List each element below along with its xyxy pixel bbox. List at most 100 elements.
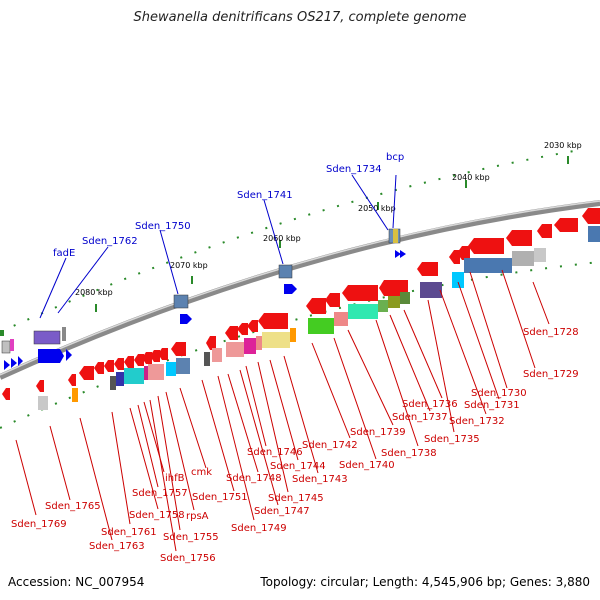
gene-block [38,396,48,410]
gene-label-reverse[interactable]: Sden_1738 [381,448,437,459]
gene-label-forward[interactable]: fadE [53,248,75,259]
gene-label-forward[interactable]: Sden_1762 [82,236,138,247]
gene-label-reverse[interactable]: Sden_1755 [163,532,219,543]
gene-block [400,292,410,304]
gene-arrow [554,218,578,232]
gene-block [464,258,512,273]
gene-block [512,251,534,266]
gene-label-reverse[interactable]: Sden_1744 [270,461,326,472]
gene-arrow [395,250,406,258]
gene-arrow [158,348,168,360]
scale-track-outer [0,149,581,333]
gene-label-reverse[interactable]: ihfB [165,473,185,484]
gene-arrow [38,349,64,363]
gene-block [110,376,116,390]
gene-block [226,342,244,357]
scale-track-inner [0,261,600,429]
gene-arrow [150,350,160,362]
gene-block [290,328,296,342]
gene-arrow [142,352,152,364]
gene-block [144,366,148,380]
gene-arrow [284,284,297,294]
gene-label-reverse[interactable]: Sden_1769 [11,519,67,530]
forward-genes [0,228,406,370]
gene-arrow [134,354,144,366]
forward-labels: bcp Sden_1734 Sden_1741 Sden_1750 Sden_1… [53,152,404,259]
genome-summary-text: Topology: circular; Length: 4,545,906 bp… [260,575,590,589]
gene-label-reverse[interactable]: Sden_1749 [231,523,287,534]
accession-text: Accession: NC_007954 [8,575,145,589]
gene-label-forward[interactable]: Sden_1734 [326,164,382,175]
gene-label-forward[interactable]: Sden_1750 [135,221,191,232]
genome-backbone [0,200,600,380]
gene-arrow [237,323,248,335]
gene-arrow [506,230,532,246]
gene-label-reverse[interactable]: Sden_1730 [471,388,527,399]
gene-label-forward[interactable]: Sden_1741 [237,190,293,201]
gene-block [33,330,61,345]
gene-label-reverse[interactable]: Sden_1732 [449,416,505,427]
gene-block [534,248,546,262]
gene-label-reverse[interactable]: Sden_1739 [350,427,406,438]
gene-arrow [104,360,114,372]
gene-block [176,358,190,374]
gene-block [124,368,144,384]
gene-label-reverse[interactable]: Sden_1743 [292,474,348,485]
gene-block [348,304,378,319]
gene-label-reverse[interactable]: Sden_1756 [160,553,216,564]
gene-block [10,339,14,351]
gene-label-reverse[interactable]: Sden_1758 [129,510,185,521]
gene-arrow [306,298,326,314]
gene-arrow [468,238,504,254]
genome-title: Shewanella denitrificans OS217, complete… [133,10,467,25]
gene-label-reverse[interactable]: Sden_1740 [339,460,395,471]
gene-label-reverse[interactable]: Sden_1763 [89,541,145,552]
gene-arrow [36,380,44,392]
gene-block [244,338,256,354]
gene-arrow [66,349,72,361]
gene-arrow [4,356,23,370]
gene-label-reverse[interactable]: Sden_1735 [424,434,480,445]
gene-block [393,229,398,243]
gene-label-reverse[interactable]: Sden_1729 [523,369,579,380]
gene-label-reverse[interactable]: Sden_1745 [268,493,324,504]
gene-arrow [449,250,460,264]
gene-arrow [124,356,134,368]
gene-label-reverse[interactable]: Sden_1746 [247,447,303,458]
gene-label-reverse[interactable]: rpsA [186,511,209,522]
gene-block [72,388,78,402]
gene-label-reverse[interactable]: Sden_1731 [464,400,520,411]
scale-tick-label: 2050 kbp [358,204,396,213]
gene-block [334,312,348,326]
gene-block [173,294,189,309]
gene-block [262,332,290,348]
gene-label-reverse[interactable]: Sden_1736 [402,399,458,410]
gene-label-reverse[interactable]: Sden_1742 [302,440,358,451]
gene-label-reverse[interactable]: Sden_1751 [192,492,248,503]
forward-leaders [39,174,397,319]
gene-label-reverse[interactable]: Sden_1761 [101,527,157,538]
gene-block [588,226,600,242]
gene-label-reverse[interactable]: Sden_1737 [392,412,448,423]
gene-arrow [2,388,10,400]
gene-block [148,364,164,380]
gene-label-forward[interactable]: bcp [386,152,404,163]
gene-label-reverse[interactable]: cmk [191,467,212,478]
scale-ticks: 2030 kbp 2040 kbp 2050 kbp 2060 kbp 2070… [75,141,582,312]
gene-label-reverse[interactable]: Sden_1757 [132,488,188,499]
gene-block [212,348,222,362]
gene-arrow [457,246,470,260]
colored-gene-blocks [38,226,600,410]
gene-arrow [342,285,378,301]
gene-block [388,296,400,308]
gene-arrow [582,208,600,224]
gene-block [204,352,210,366]
gene-arrow [171,342,186,356]
gene-label-reverse[interactable]: Sden_1765 [45,501,101,512]
gene-label-reverse[interactable]: Sden_1728 [523,327,579,338]
gene-label-reverse[interactable]: Sden_1747 [254,506,310,517]
genome-backbone-highlight [0,200,600,376]
gene-label-reverse[interactable]: Sden_1748 [226,473,282,484]
gene-arrow [68,374,76,386]
